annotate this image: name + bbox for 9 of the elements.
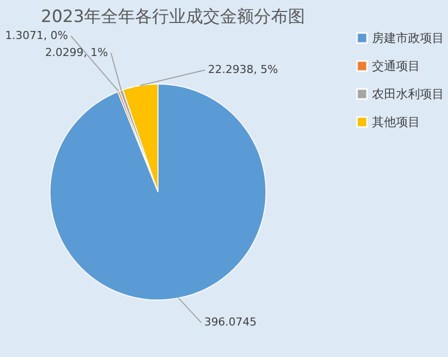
- chart-title: 2023年全年各行业成交金额分布图: [40, 7, 306, 27]
- data-label: 22.2938, 5%: [208, 63, 278, 76]
- legend-label: 其他项目: [372, 115, 420, 129]
- data-label: 1.3071, 0%: [5, 29, 68, 42]
- legend-label: 交通项目: [372, 59, 420, 73]
- data-label: 396.0745: [204, 316, 257, 329]
- data-label: 2.0299, 1%: [45, 46, 108, 59]
- legend-label: 房建市政项目: [372, 31, 444, 45]
- legend-label: 农田水利项目: [372, 87, 444, 101]
